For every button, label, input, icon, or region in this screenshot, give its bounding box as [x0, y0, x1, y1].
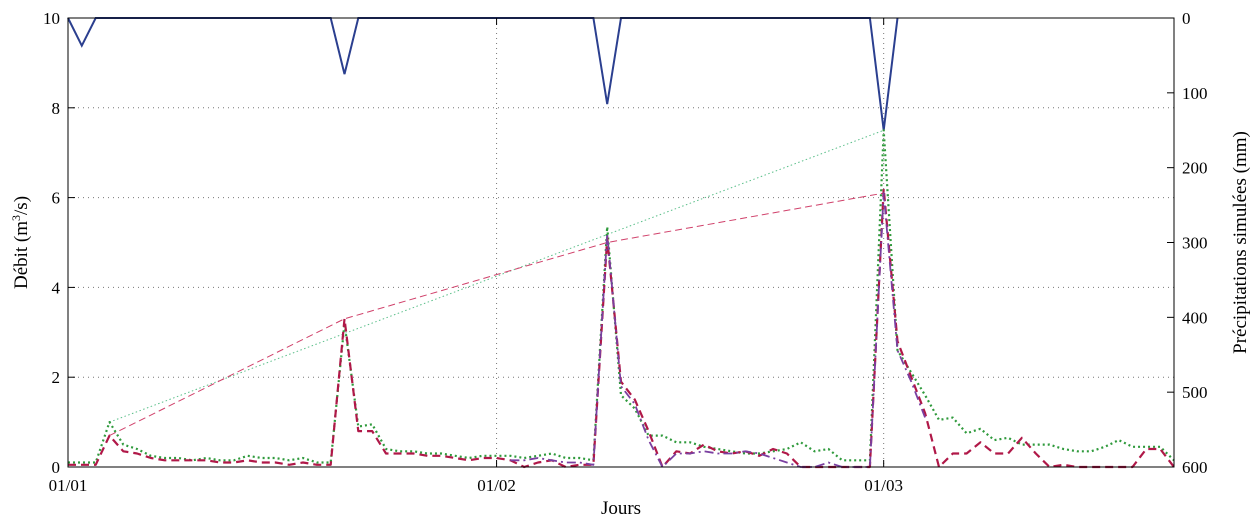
- tick-marks: [67, 17, 1174, 468]
- y2-tick-label: 600: [1182, 458, 1208, 477]
- y2-tick-label: 0: [1182, 9, 1191, 28]
- envelope-line-1: [109, 192, 884, 437]
- y2-tick-label: 200: [1182, 159, 1208, 178]
- y-tick-label: 4: [52, 278, 61, 297]
- y-tick-label: 2: [52, 368, 61, 387]
- flow-series-line-2: [510, 192, 926, 468]
- y-axis-title-post: /s): [11, 196, 32, 215]
- x-tick-label: 01/03: [864, 476, 903, 495]
- y2-tick-label: 500: [1182, 383, 1208, 402]
- y2-tick-label: 100: [1182, 84, 1208, 103]
- y2-tick-label: 300: [1182, 234, 1208, 253]
- y-tick-label: 10: [43, 9, 60, 28]
- y-tick-label: 6: [52, 189, 61, 208]
- y-axis-title: Débit (m3/s): [9, 196, 32, 289]
- x-axis-title: Jours: [601, 498, 641, 519]
- series-layer: [67, 17, 1175, 469]
- y-axis-title-sup: 3: [9, 215, 23, 221]
- y-axis-title-pre: Débit (m: [11, 221, 32, 289]
- x-tick-label: 01/02: [477, 476, 516, 495]
- flow-series-line-0: [68, 129, 1175, 464]
- y2-tick-label: 400: [1182, 308, 1208, 327]
- plot-frame: [67, 17, 1175, 468]
- flow-series-line-1: [68, 187, 1175, 469]
- y-tick-label: 8: [52, 99, 61, 118]
- y2-axis-title: Précipitations simulées (mm): [1230, 131, 1251, 354]
- x-tick-label: 01/01: [49, 476, 88, 495]
- precipitation-line: [67, 17, 899, 131]
- grid-lines: [68, 18, 1174, 467]
- envelope-line-0: [109, 129, 884, 423]
- y-tick-label: 0: [52, 458, 61, 477]
